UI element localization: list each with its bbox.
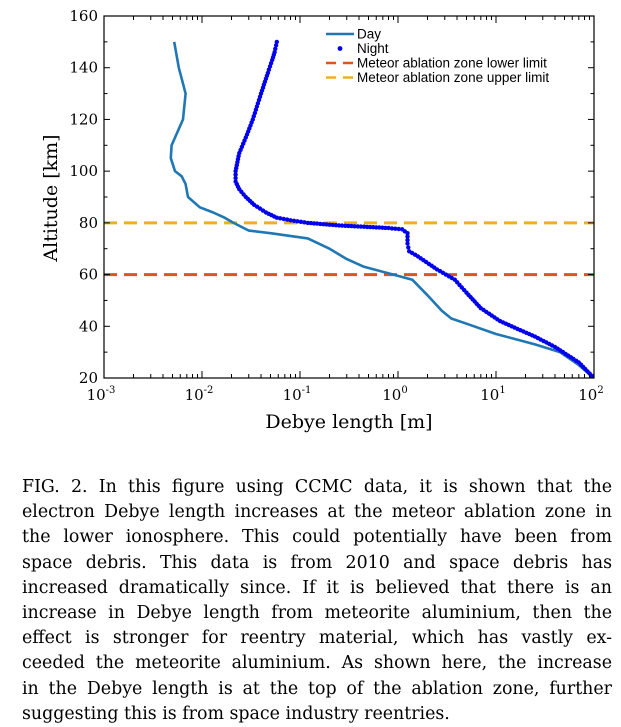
caption-line: space debris. This data is from 2010 and… <box>22 552 612 573</box>
legend-label: Night <box>357 41 389 56</box>
y-tick-label: 80 <box>79 214 98 232</box>
x-tick-base: 10 <box>283 386 302 404</box>
x-tick-exponent: -2 <box>204 385 214 396</box>
x-tick-exponent: -3 <box>106 385 116 396</box>
series-day-line <box>169 41 594 378</box>
y-tick-label: 140 <box>69 59 98 77</box>
series-night-markers <box>233 39 594 378</box>
y-tick-label: 160 <box>69 7 98 25</box>
caption-line: FIG. 2. In this figure using CCMC data, … <box>22 477 612 497</box>
night-point <box>339 223 345 228</box>
night-point <box>284 217 290 222</box>
caption-line: increase in Debye length from meteorite … <box>22 603 612 624</box>
night-point <box>405 231 410 236</box>
caption-line: increased dramatically since. If it is b… <box>22 577 612 598</box>
night-point <box>233 168 238 174</box>
night-point <box>281 216 286 222</box>
night-point <box>273 46 278 51</box>
night-point <box>298 219 304 224</box>
night-point <box>383 225 388 231</box>
figure-caption: FIG. 2. In this figure using CCMC data, … <box>22 475 612 727</box>
night-point <box>273 43 279 48</box>
y-tick-label: 60 <box>79 266 98 284</box>
night-point <box>405 237 410 243</box>
night-point <box>302 220 307 225</box>
caption-line: the lower ionosphere. This could potenti… <box>22 527 612 548</box>
x-tick-label: 101 <box>480 385 505 404</box>
night-point <box>314 221 320 226</box>
x-axis-title: Debye length [m] <box>265 411 432 433</box>
plot-area <box>104 39 594 378</box>
night-point <box>233 172 238 177</box>
night-point <box>291 218 297 223</box>
x-tick-base: 10 <box>87 386 106 404</box>
x-tick-base: 10 <box>578 386 597 404</box>
caption-line: ceeded the meteorite aluminium. As shown… <box>22 653 612 674</box>
night-point <box>233 175 238 181</box>
legend-day: Day <box>326 27 381 42</box>
caption-line: in the Debye length is at the top of the… <box>22 678 612 699</box>
night-point <box>295 219 300 224</box>
night-point <box>396 226 401 232</box>
caption-line: electron Debye length increases at the m… <box>22 502 612 523</box>
x-tick-label: 10-3 <box>87 385 116 404</box>
night-point <box>393 226 398 231</box>
y-axis-title: Altitude [km] <box>40 134 62 262</box>
x-tick-label: 10-2 <box>185 385 214 404</box>
night-point <box>358 224 364 229</box>
x-tick-label: 102 <box>578 385 603 404</box>
night-point <box>278 216 283 221</box>
night-point <box>352 224 357 229</box>
x-tick-label: 10-1 <box>283 385 312 404</box>
x-tick-base: 10 <box>382 386 401 404</box>
x-tick-base: 10 <box>185 386 204 404</box>
x-tick-exponent: 0 <box>401 385 407 396</box>
night-point <box>406 245 411 250</box>
legend-night: Night <box>337 41 389 56</box>
caption-line: effect is stronger for reentry material,… <box>22 628 612 649</box>
x-tick-exponent: 1 <box>499 385 505 396</box>
night-point <box>343 223 348 228</box>
night-point <box>327 222 332 227</box>
caption-line: suggesting this is from space industry r… <box>22 703 450 724</box>
legend-night-swatch <box>337 46 343 51</box>
night-point <box>274 215 279 220</box>
y-tick-label: 120 <box>69 110 98 128</box>
y-tick-label: 20 <box>79 369 98 387</box>
y-tick-label: 40 <box>79 317 98 335</box>
night-point <box>288 218 293 223</box>
x-tick-exponent: -1 <box>302 385 312 396</box>
y-tick-label: 100 <box>69 162 98 180</box>
night-point <box>367 224 373 230</box>
night-point <box>274 39 279 45</box>
night-point <box>253 107 259 112</box>
legend-label: Meteor ablation zone lower limit <box>357 56 547 71</box>
x-tick-exponent: 2 <box>597 385 603 396</box>
legend-label: Meteor ablation zone upper limit <box>357 70 549 85</box>
night-point <box>386 225 391 231</box>
night-point <box>405 241 410 246</box>
legend-label: Day <box>357 27 381 42</box>
legend-lower-limit: Meteor ablation zone lower limit <box>326 56 547 71</box>
night-point <box>405 234 410 239</box>
plot-inner <box>104 39 594 378</box>
x-tick-label: 100 <box>382 385 407 404</box>
night-point <box>389 226 395 231</box>
x-tick-base: 10 <box>480 386 499 404</box>
legend-upper-limit: Meteor ablation zone upper limit <box>326 70 549 85</box>
